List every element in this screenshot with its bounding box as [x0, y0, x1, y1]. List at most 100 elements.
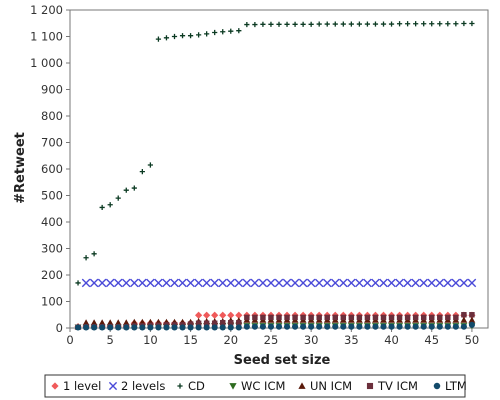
data-point [75, 280, 81, 286]
data-point [171, 33, 178, 40]
data-point [138, 278, 147, 288]
data-point [250, 278, 260, 288]
data-point [411, 278, 420, 288]
x-axis-label: Seed set size [234, 353, 331, 368]
x-tick-label: 30 [304, 333, 319, 347]
data-point [81, 278, 91, 288]
data-point [107, 324, 114, 331]
data-point [282, 278, 292, 288]
x-tick-label: 50 [465, 333, 480, 347]
data-point [340, 323, 347, 330]
data-point [220, 319, 226, 326]
data-point [364, 21, 371, 27]
data-point [195, 320, 202, 326]
data-point [306, 278, 316, 288]
data-point [155, 36, 162, 42]
data-point [388, 21, 395, 27]
data-point [284, 21, 290, 27]
data-point [348, 323, 355, 330]
data-point [284, 314, 290, 321]
data-point [236, 28, 242, 34]
data-point [459, 278, 469, 288]
data-point [469, 312, 475, 318]
data-point [380, 21, 387, 27]
data-point [267, 323, 275, 330]
data-point [220, 29, 226, 35]
data-point [316, 323, 323, 330]
data-point [259, 323, 266, 330]
y-tick-label: 1 100 [30, 30, 63, 44]
data-point [339, 278, 348, 288]
data-point [444, 323, 451, 330]
data-point [252, 21, 258, 28]
data-point [244, 314, 250, 321]
x-tick-label: 40 [384, 333, 399, 347]
data-point [388, 323, 395, 330]
data-point [203, 320, 210, 326]
data-point [122, 319, 130, 326]
data-point [330, 278, 340, 288]
data-point [322, 278, 332, 288]
y-tick-label: 600 [41, 162, 63, 176]
data-point [437, 21, 443, 27]
legend-marker [229, 383, 237, 390]
data-point [228, 319, 234, 326]
data-point [260, 314, 266, 321]
data-point [89, 278, 99, 288]
data-point [186, 278, 195, 288]
data-point [210, 278, 219, 288]
legend-label: TV ICM [377, 379, 418, 393]
data-point [460, 316, 468, 323]
data-point [212, 29, 218, 36]
y-tick-label: 400 [41, 215, 63, 229]
data-point [396, 323, 403, 330]
y-tick-label: 1 200 [30, 3, 63, 17]
data-point [469, 20, 475, 27]
legend-label: LTM [445, 379, 467, 393]
data-point [428, 323, 435, 330]
data-point [219, 324, 226, 331]
data-point [211, 324, 218, 331]
data-point [227, 311, 235, 319]
data-point [348, 21, 354, 27]
data-points [74, 20, 477, 331]
x-tick-label: 15 [183, 333, 198, 347]
data-point [251, 323, 258, 330]
data-point [179, 33, 186, 39]
data-point [324, 314, 330, 321]
data-point [412, 314, 419, 321]
data-point [292, 314, 298, 321]
data-point [324, 323, 331, 330]
y-tick-label: 1 000 [30, 56, 63, 70]
data-point [162, 278, 171, 288]
data-point [228, 28, 234, 34]
data-point [436, 323, 443, 330]
x-tick-label: 35 [344, 333, 359, 347]
y-tick-label: 300 [41, 242, 63, 256]
data-point [364, 323, 371, 330]
y-axis-ticks: 0 100 200 300 400 500 600 700 800 900 1 000 1 100 1 … [30, 3, 70, 335]
data-point [461, 312, 467, 318]
x-tick-label: 45 [424, 333, 439, 347]
x-tick-label: 5 [107, 333, 114, 347]
data-point [107, 202, 113, 208]
y-tick-label: 700 [41, 136, 63, 150]
data-point [202, 278, 211, 288]
y-tick-label: 800 [41, 109, 63, 123]
data-point [445, 314, 451, 321]
data-point [356, 323, 363, 330]
data-point [83, 255, 89, 261]
data-point [211, 311, 219, 319]
data-point [90, 319, 98, 326]
legend-item: LTM [433, 379, 467, 393]
data-point [300, 314, 306, 321]
data-point [388, 314, 395, 321]
data-point [316, 314, 322, 321]
data-point [292, 21, 298, 27]
legend-label: CD [188, 379, 205, 393]
data-point [371, 278, 380, 288]
data-point [178, 278, 187, 288]
data-point [268, 314, 274, 321]
legend-item: UN ICM [298, 379, 352, 393]
